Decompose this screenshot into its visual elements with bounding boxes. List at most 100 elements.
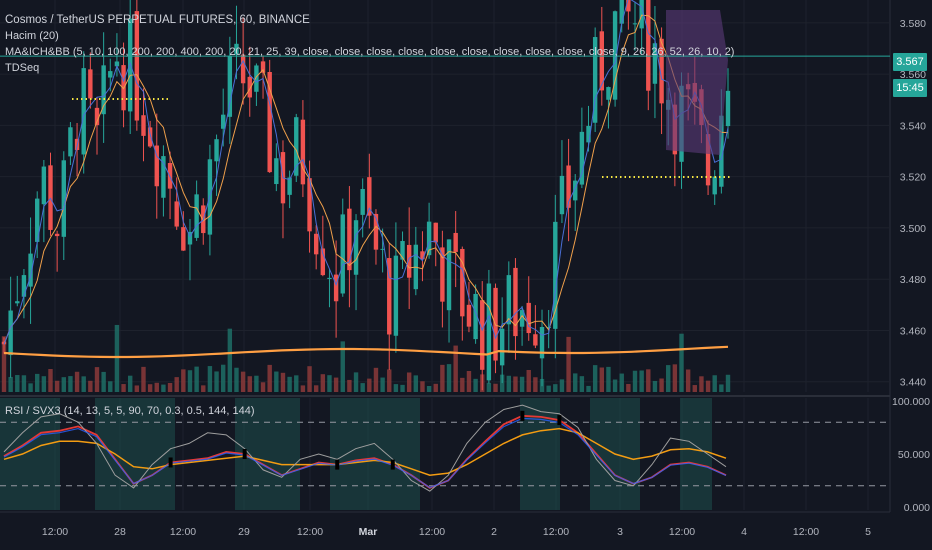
time-tick-label: 12:00	[419, 526, 445, 538]
time-tick-label: 12:00	[170, 526, 196, 538]
candle-body	[108, 71, 113, 78]
volume-bar	[519, 376, 525, 392]
time-tick-label: Mar	[359, 526, 378, 538]
volume-bar	[533, 377, 538, 392]
candle-body	[460, 248, 465, 317]
volume-bar	[712, 375, 717, 392]
volume-bar	[387, 369, 392, 392]
volume-bar	[413, 375, 419, 392]
tdseq-indicator-label[interactable]: TDSeq	[5, 62, 40, 74]
candle-body	[21, 275, 27, 297]
volume-bar	[1, 336, 7, 392]
candle-body	[506, 275, 512, 325]
volume-bar	[599, 367, 604, 392]
candle-body	[247, 76, 252, 98]
candle-body	[8, 310, 13, 356]
candle-body	[307, 178, 312, 232]
volume-bar	[573, 373, 578, 392]
rsi-indicator-label[interactable]: RSI / SVX3 (14, 13, 5, 5, 90, 70, 0.3, 0…	[5, 405, 255, 417]
volume-bar	[320, 374, 326, 392]
volume-bar	[147, 384, 153, 392]
volume-bar	[307, 366, 312, 392]
candle-body	[473, 293, 478, 340]
volume-bar	[400, 384, 405, 392]
volume-bar	[360, 383, 365, 392]
candle-body	[586, 125, 591, 143]
ma-fast-line	[3, 0, 729, 345]
candle-body	[214, 139, 219, 162]
ma-indicator-label[interactable]: MA&ICH&BB (5, 10, 100, 200, 200, 400, 20…	[5, 46, 735, 58]
rsi-marker	[168, 457, 173, 468]
candle-body	[353, 220, 359, 275]
volume-bar	[646, 369, 651, 392]
candle-body	[81, 68, 86, 155]
volume-bar	[81, 376, 86, 392]
overlay-lines	[0, 0, 890, 359]
candle-body	[646, 0, 651, 91]
candle-body	[161, 156, 166, 198]
time-tick-label: 3	[617, 526, 623, 538]
volume-bar	[632, 370, 638, 392]
candle-body	[134, 11, 140, 121]
candle-body	[559, 175, 565, 215]
candle-body	[513, 267, 518, 337]
rsi-marker	[335, 459, 340, 470]
rsi-tick-label: 0.000	[904, 502, 930, 514]
volume-bar	[679, 333, 684, 392]
volume-bar	[367, 378, 372, 392]
rsi-tick-label: 100.000	[892, 396, 930, 408]
ma-line	[3, 14, 729, 345]
volume-bar	[440, 364, 445, 392]
volume-bar	[48, 368, 53, 392]
volume-bar	[559, 379, 565, 392]
volume-bar	[499, 374, 505, 392]
volume-bar	[68, 376, 73, 392]
price-axis[interactable]: 3.580 3.560 3.540 3.520 3.500 3.480 3.460 3.440	[900, 18, 926, 389]
volume-indicator-label[interactable]: Hacim (20)	[5, 30, 59, 42]
candle-body	[15, 301, 20, 304]
volume-bar	[300, 385, 306, 392]
volume-bar	[705, 380, 711, 392]
candle-body	[553, 221, 558, 329]
rsi-shade-block	[520, 398, 560, 510]
time-tick-label: 5	[865, 526, 871, 538]
candle-body	[181, 227, 186, 251]
volume-bar	[406, 372, 412, 392]
volume-bar	[141, 366, 146, 392]
candle-body	[652, 43, 658, 84]
volume-bar	[725, 374, 731, 392]
main-pane[interactable]	[0, 0, 890, 395]
rsi-blue-line	[3, 417, 727, 489]
time-axis[interactable]: 12:00 28 12:00 29 12:00 Mar 12:00 2 12:00 3 12:00 4…	[42, 526, 871, 538]
rsi-background-shading	[0, 398, 712, 510]
volume-bar	[287, 376, 292, 392]
rsi-tick-label: 50.000	[898, 449, 930, 461]
price-tick-label: 3.520	[900, 172, 926, 184]
volume-bar	[154, 382, 159, 392]
candle-body	[340, 214, 345, 294]
candle-body	[300, 119, 306, 185]
volume-bar	[41, 376, 47, 392]
volume-bar	[327, 375, 332, 392]
candle-body	[387, 258, 392, 335]
volume-bar	[227, 328, 233, 392]
volume-bar	[506, 375, 512, 392]
volume-bar	[54, 380, 60, 392]
volume-bar	[460, 377, 465, 392]
candle-body	[499, 328, 505, 366]
volume-bar	[393, 384, 399, 392]
volume-bar	[486, 382, 492, 392]
candle-body	[705, 134, 711, 186]
candle-body	[360, 188, 365, 215]
candle-body	[234, 43, 239, 55]
candle-body	[453, 232, 458, 252]
volume-bar	[161, 384, 166, 392]
symbol-title[interactable]: Cosmos / TetherUS PERPETUAL FUTURES, 60,…	[5, 14, 310, 26]
candle-body	[35, 198, 40, 242]
candle-body	[41, 166, 47, 205]
rsi-axis[interactable]: 100.000 50.000 0.000	[892, 396, 930, 514]
time-tick-label: 12:00	[543, 526, 569, 538]
candle-body	[546, 327, 551, 329]
volume-bar	[167, 382, 173, 392]
